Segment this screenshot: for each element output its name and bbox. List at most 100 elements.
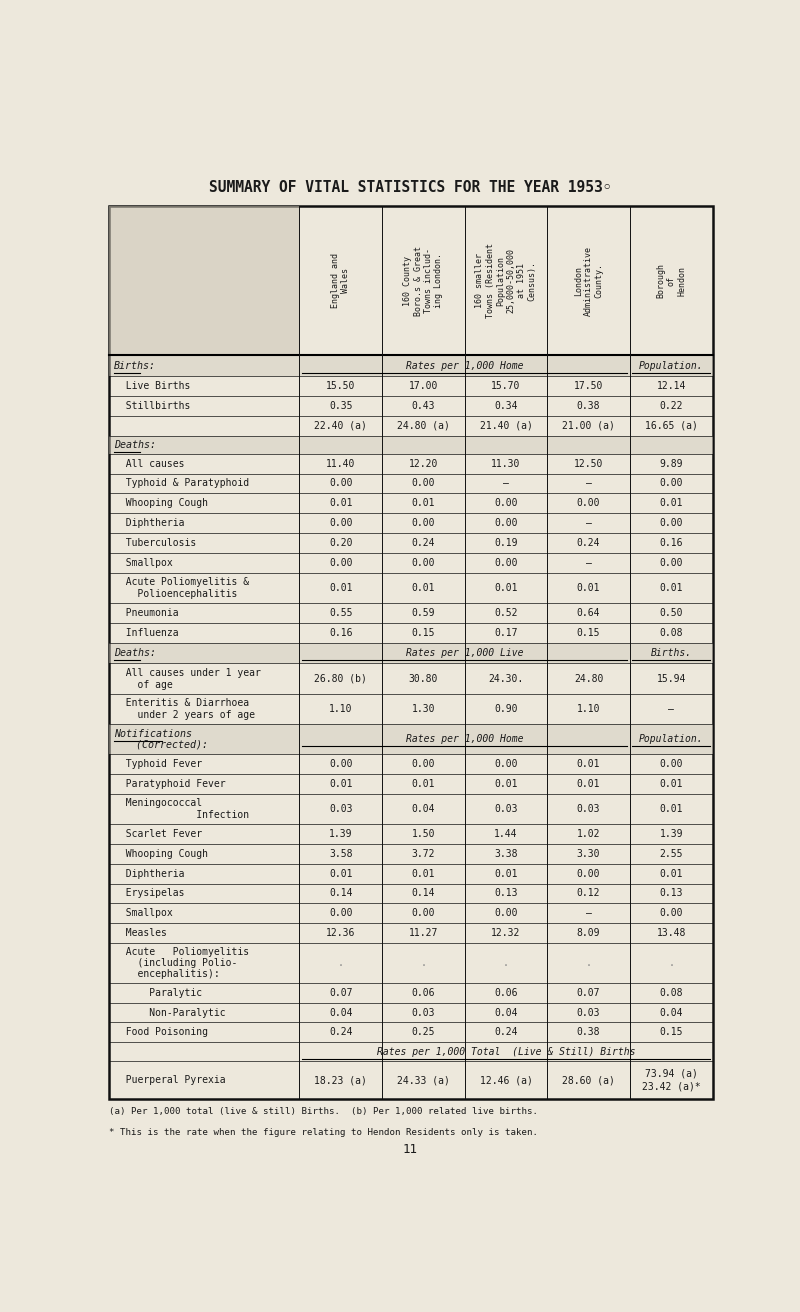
Text: 0.00: 0.00: [329, 518, 353, 529]
Text: 11.30: 11.30: [491, 459, 521, 468]
Text: 0.00: 0.00: [659, 518, 683, 529]
Text: 0.00: 0.00: [411, 558, 435, 568]
Text: 0.24: 0.24: [494, 1027, 518, 1038]
Text: (a) Per 1,000 total (live & still) Births.  (b) Per 1,000 related live births.: (a) Per 1,000 total (live & still) Birth…: [110, 1107, 538, 1117]
Text: 12.20: 12.20: [409, 459, 438, 468]
Text: Enteritis & Diarrhoea: Enteritis & Diarrhoea: [114, 698, 250, 707]
Text: 0.00: 0.00: [494, 518, 518, 529]
Text: 0.00: 0.00: [411, 479, 435, 488]
Text: England and
Wales: England and Wales: [331, 253, 350, 308]
Text: 0.38: 0.38: [577, 401, 600, 411]
Text: 23.42 (a)*: 23.42 (a)*: [642, 1082, 701, 1092]
Text: 160 County
Boro.s & Great
Towns includ-
ing London.: 160 County Boro.s & Great Towns includ- …: [403, 245, 443, 316]
Text: Notifications: Notifications: [114, 728, 192, 739]
Text: Rates per 1,000 Live: Rates per 1,000 Live: [406, 648, 523, 659]
Text: 24.80 (a): 24.80 (a): [397, 421, 450, 430]
Text: 0.01: 0.01: [494, 779, 518, 789]
Text: 0.01: 0.01: [411, 583, 435, 593]
Text: Acute   Poliomyelitis: Acute Poliomyelitis: [114, 947, 250, 958]
Text: Births:: Births:: [114, 361, 156, 371]
Text: Smallpox: Smallpox: [114, 558, 173, 568]
Text: 0.14: 0.14: [329, 888, 353, 899]
Text: 0.00: 0.00: [329, 479, 353, 488]
Text: encephalitis):: encephalitis):: [114, 968, 220, 979]
Text: 0.64: 0.64: [577, 607, 600, 618]
Text: 28.60 (a): 28.60 (a): [562, 1075, 615, 1085]
Text: 0.90: 0.90: [494, 703, 518, 714]
Text: Borough
of
Hendon: Borough of Hendon: [656, 264, 686, 298]
Text: 0.01: 0.01: [659, 499, 683, 508]
Text: 0.17: 0.17: [494, 627, 518, 638]
Text: 0.24: 0.24: [329, 1027, 353, 1038]
Text: 21.00 (a): 21.00 (a): [562, 421, 615, 430]
Text: Births.: Births.: [650, 648, 692, 659]
Text: Rates per 1,000 Total  (Live & Still) Births: Rates per 1,000 Total (Live & Still) Bir…: [377, 1047, 635, 1056]
Text: Typhoid & Paratyphoid: Typhoid & Paratyphoid: [114, 479, 250, 488]
Text: 0.16: 0.16: [659, 538, 683, 548]
Text: 26.80 (b): 26.80 (b): [314, 673, 367, 684]
Text: of age: of age: [114, 680, 173, 690]
Text: 0.01: 0.01: [659, 804, 683, 813]
Text: 18.23 (a): 18.23 (a): [314, 1075, 367, 1085]
Text: 24.80: 24.80: [574, 673, 603, 684]
Text: 0.01: 0.01: [659, 583, 683, 593]
Text: 0.15: 0.15: [659, 1027, 683, 1038]
Text: 0.20: 0.20: [329, 538, 353, 548]
Text: London
Administrative
County.: London Administrative County.: [574, 245, 603, 316]
Text: —: —: [586, 479, 591, 488]
Text: 0.22: 0.22: [659, 401, 683, 411]
Text: Diphtheria: Diphtheria: [114, 518, 185, 529]
Text: Scarlet Fever: Scarlet Fever: [114, 829, 202, 838]
Text: 3.72: 3.72: [411, 849, 435, 859]
Text: Pneumonia: Pneumonia: [114, 607, 179, 618]
Text: SUMMARY OF VITAL STATISTICS FOR THE YEAR 1953◦: SUMMARY OF VITAL STATISTICS FOR THE YEAR…: [209, 180, 611, 194]
Text: 0.03: 0.03: [329, 804, 353, 813]
Text: 0.14: 0.14: [411, 888, 435, 899]
Text: 0.16: 0.16: [329, 627, 353, 638]
Text: 0.01: 0.01: [577, 583, 600, 593]
Text: 0.04: 0.04: [494, 1008, 518, 1018]
Text: Polioencephalitis: Polioencephalitis: [114, 589, 238, 598]
Text: Food Poisoning: Food Poisoning: [114, 1027, 208, 1038]
Text: 12.32: 12.32: [491, 928, 521, 938]
Text: 0.00: 0.00: [494, 558, 518, 568]
Text: 0.15: 0.15: [411, 627, 435, 638]
Text: —: —: [668, 703, 674, 714]
Text: Puerperal Pyrexia: Puerperal Pyrexia: [114, 1075, 226, 1085]
Text: 0.07: 0.07: [329, 988, 353, 997]
Text: 0.04: 0.04: [329, 1008, 353, 1018]
Text: 0.01: 0.01: [329, 583, 353, 593]
Text: (including Polio-: (including Polio-: [114, 958, 238, 968]
Text: —: —: [586, 558, 591, 568]
Text: 0.15: 0.15: [577, 627, 600, 638]
Bar: [110, 724, 713, 754]
Text: All causes: All causes: [114, 459, 185, 468]
Text: 0.06: 0.06: [494, 988, 518, 997]
Text: 0.34: 0.34: [494, 401, 518, 411]
Text: * This is the rate when the figure relating to Hendon Residents only is taken.: * This is the rate when the figure relat…: [110, 1128, 538, 1138]
Text: Acute Poliomyelitis &: Acute Poliomyelitis &: [114, 577, 250, 586]
Text: 0.00: 0.00: [329, 760, 353, 769]
Text: 3.30: 3.30: [577, 849, 600, 859]
Text: Rates per 1,000 Home: Rates per 1,000 Home: [406, 733, 523, 744]
Text: 0.01: 0.01: [494, 583, 518, 593]
Text: 0.00: 0.00: [577, 499, 600, 508]
Text: 0.07: 0.07: [577, 988, 600, 997]
Text: 30.80: 30.80: [409, 673, 438, 684]
Text: Deaths:: Deaths:: [114, 440, 156, 450]
Text: Typhoid Fever: Typhoid Fever: [114, 760, 202, 769]
Text: 0.01: 0.01: [659, 779, 683, 789]
Text: 0.13: 0.13: [659, 888, 683, 899]
Text: 0.12: 0.12: [577, 888, 600, 899]
Bar: [110, 436, 713, 454]
Text: 9.89: 9.89: [659, 459, 683, 468]
Text: 1.10: 1.10: [329, 703, 353, 714]
Text: 0.24: 0.24: [411, 538, 435, 548]
Text: 0.00: 0.00: [659, 479, 683, 488]
Text: 0.50: 0.50: [659, 607, 683, 618]
Text: 0.03: 0.03: [577, 804, 600, 813]
Text: 13.48: 13.48: [657, 928, 686, 938]
Text: 0.00: 0.00: [329, 908, 353, 918]
Text: 0.59: 0.59: [411, 607, 435, 618]
Text: Smallpox: Smallpox: [114, 908, 173, 918]
